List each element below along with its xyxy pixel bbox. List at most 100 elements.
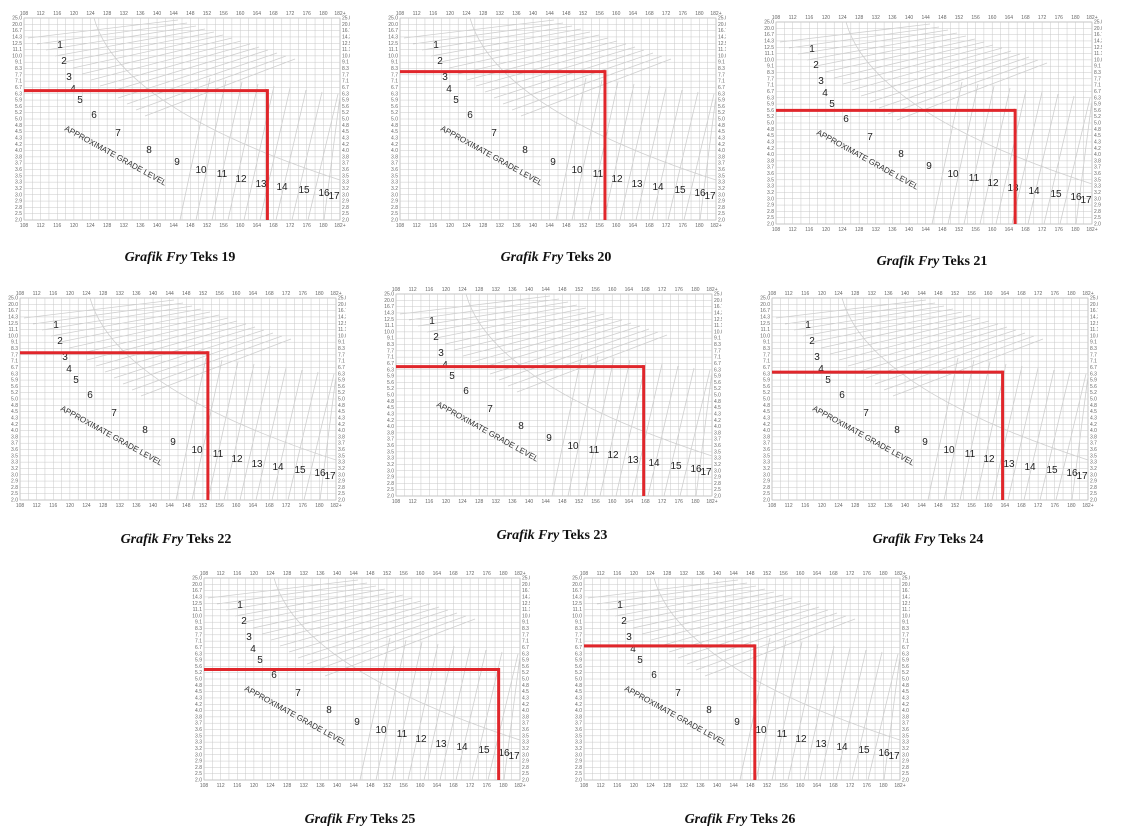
y-tick-label-right: 3.3 (522, 740, 529, 746)
y-tick-label-right: 25.0 (1094, 20, 1102, 26)
x-tick-label-bottom: 136 (888, 227, 897, 233)
y-tick-label-right: 10.0 (338, 333, 346, 339)
x-tick-label-top: 132 (680, 571, 689, 577)
y-tick-label-right: 12.5 (902, 601, 910, 607)
caption-italic: Grafik Fry (496, 528, 560, 543)
x-tick-label-top: 144 (542, 287, 551, 293)
x-tick-label-top: 168 (1021, 15, 1030, 21)
x-tick-label-bottom: 112 (413, 223, 421, 229)
y-tick-label-left: 3.5 (767, 177, 774, 183)
y-tick-label-right: 11.1 (718, 47, 726, 53)
y-tick-label-left: 7.1 (391, 79, 398, 85)
y-tick-label-left: 4.0 (391, 148, 398, 154)
y-tick-label-right: 8.3 (1094, 70, 1101, 76)
grade-level-label: 15 (294, 465, 306, 476)
grade-level-label: 8 (898, 149, 904, 160)
x-tick-label-bottom: 132 (120, 223, 129, 229)
y-tick-label-left: 8.3 (15, 66, 22, 72)
x-tick-label-bottom: 124 (462, 223, 471, 229)
y-tick-label-left: 5.0 (763, 397, 770, 403)
y-tick-label-left: 6.3 (195, 651, 202, 657)
y-tick-label-left: 10.0 (764, 57, 774, 63)
y-tick-label-right: 4.0 (338, 428, 345, 434)
y-tick-label-left: 5.2 (767, 114, 774, 120)
y-tick-label-left: 2.5 (387, 487, 394, 493)
x-tick-label-top: 144 (350, 571, 359, 577)
x-tick-label-top: 152 (951, 291, 960, 297)
y-tick-label-left: 4.3 (763, 415, 770, 421)
x-tick-label-bottom: 172 (1034, 503, 1043, 509)
y-tick-label-right: 4.2 (522, 702, 529, 708)
y-tick-label-right: 6.7 (1090, 365, 1097, 371)
x-tick-label-bottom: 116 (429, 223, 437, 229)
grade-level-label: 5 (637, 655, 643, 666)
y-tick-label-left: 4.5 (763, 409, 770, 415)
x-tick-label-bottom: 152 (199, 503, 208, 509)
grade-level-label: 14 (1024, 462, 1036, 473)
y-tick-label-left: 4.0 (763, 428, 770, 434)
x-tick-label-top: 136 (132, 291, 141, 297)
y-tick-label-left: 4.8 (391, 123, 398, 129)
x-tick-label-bottom: 180 (315, 503, 324, 509)
x-tick-label-bottom: 116 (805, 227, 813, 233)
y-tick-label-right: 7.1 (522, 639, 529, 645)
y-tick-label-right: 5.6 (522, 664, 529, 670)
caption-text: Teks 21 (939, 254, 988, 269)
y-tick-label-left: 4.5 (11, 409, 18, 415)
y-tick-label-left: 4.8 (195, 683, 202, 689)
y-tick-label-right: 4.5 (1094, 133, 1101, 139)
x-tick-label-top: 176 (483, 571, 492, 577)
y-tick-label-left: 6.7 (763, 365, 770, 371)
caption-text: Teks 23 (559, 528, 608, 543)
y-tick-label-left: 7.7 (575, 632, 582, 638)
y-tick-label-left: 6.7 (11, 365, 18, 371)
x-tick-label-top: 176 (679, 11, 688, 17)
y-tick-label-left: 7.7 (15, 72, 22, 78)
y-tick-label-right: 6.3 (714, 367, 721, 373)
y-tick-label-left: 3.2 (195, 746, 202, 752)
y-tick-label-right: 3.3 (718, 180, 725, 186)
grade-boundary-lines (403, 17, 717, 221)
x-tick-label-top: 136 (508, 287, 517, 293)
x-tick-label-top: 132 (120, 11, 129, 17)
grade-level-label: 9 (354, 717, 360, 728)
x-tick-label-top: 168 (265, 291, 274, 297)
grade-level-label: 16 (318, 188, 330, 199)
y-tick-label-left: 4.3 (15, 135, 22, 141)
x-tick-label-bottom: 140 (333, 783, 342, 789)
y-tick-label-right: 6.7 (522, 645, 529, 651)
x-tick-label-top: 132 (872, 15, 881, 21)
x-tick-label-bottom: 182+ (1086, 227, 1097, 233)
y-tick-label-left: 3.5 (195, 733, 202, 739)
y-tick-label-left: 25.0 (8, 296, 18, 302)
y-tick-label-right: 7.1 (338, 359, 345, 365)
grade-level-label: 14 (272, 462, 284, 473)
y-tick-label-right: 5.0 (342, 117, 349, 123)
y-tick-label-right: 4.2 (714, 418, 721, 424)
x-tick-label-bottom: 168 (269, 223, 278, 229)
x-tick-label-top: 128 (283, 571, 292, 577)
y-tick-label-left: 4.8 (575, 683, 582, 689)
y-tick-label-left: 16.7 (8, 308, 18, 314)
grade-level-label: 4 (446, 84, 452, 95)
fry-graph-chart: 1081081121121161161201201241241281281321… (12, 11, 350, 229)
grade-level-label: 12 (983, 454, 995, 465)
y-tick-label-left: 3.6 (767, 171, 774, 177)
grade-level-label: 14 (652, 182, 664, 193)
grade-level-label: 7 (491, 128, 497, 139)
caption-text: Teks 26 (747, 812, 796, 827)
y-tick-label-left: 3.2 (763, 466, 770, 472)
y-tick-label-left: 3.7 (11, 441, 18, 447)
y-tick-label-left: 8.3 (767, 70, 774, 76)
y-tick-label-right: 3.5 (902, 733, 909, 739)
y-tick-label-left: 7.1 (387, 355, 394, 361)
y-tick-label-left: 7.1 (195, 639, 202, 645)
y-tick-label-left: 3.3 (11, 460, 18, 466)
y-tick-label-left: 20.0 (572, 582, 582, 588)
y-tick-label-left: 25.0 (764, 20, 774, 26)
fry-graph-panel: 108 108 112 112 116 116 120 120 124 124 128 128 132 1… (190, 566, 530, 796)
x-tick-label-bottom: 172 (466, 783, 475, 789)
x-tick-label-bottom: 144 (546, 223, 555, 229)
y-tick-label-right: 3.0 (338, 472, 345, 478)
grade-level-label: 5 (73, 375, 79, 386)
